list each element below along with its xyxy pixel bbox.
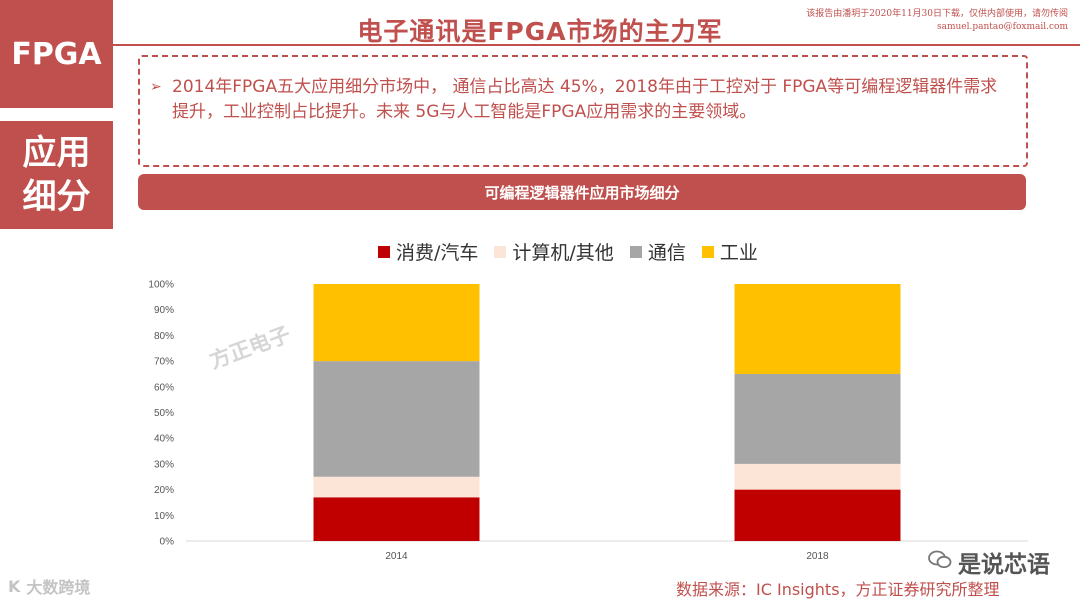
legend-swatch xyxy=(701,245,714,258)
summary-box: ➢ 2014年FPGA五大应用细分市场中， 通信占比高达 45%，2018年由于… xyxy=(138,55,1028,167)
chart-title: 可编程逻辑器件应用市场细分 xyxy=(484,183,680,202)
data-source: 数据来源：IC Insights，方正证券研究所整理 xyxy=(676,580,1000,599)
summary-text: 2014年FPGA五大应用细分市场中， 通信占比高达 45%，2018年由于工控… xyxy=(172,77,998,122)
legend-label: 工业 xyxy=(719,242,758,264)
legend-label: 计算机/其他 xyxy=(512,242,614,264)
watermark-bottom-left-text: 大数跨境 xyxy=(26,578,91,597)
logo-icon: K xyxy=(8,576,21,596)
notice-line-2: samuel.pantao@foxmail.com xyxy=(936,22,1068,32)
legend-swatch xyxy=(629,245,642,258)
download-notice: 该报告由潘玥于2020年11月30日下载，仅供内部使用，请勿传阅 samuel.… xyxy=(806,8,1068,34)
legend-label: 通信 xyxy=(647,242,686,264)
watermark-bottom-left: K 大数跨境 xyxy=(8,574,90,598)
watermark-bottom-right: 是说芯语 xyxy=(928,545,1050,579)
y-tick-label: 30% xyxy=(154,459,174,470)
legend-item-computer: 计算机/其他 xyxy=(494,238,614,265)
y-tick-label: 50% xyxy=(154,408,174,419)
wechat-icon xyxy=(928,550,952,575)
bar-segment xyxy=(734,373,901,464)
y-tick-label: 60% xyxy=(154,382,174,393)
section-tab-segment-line2: 细分 xyxy=(22,177,91,217)
bar-segment xyxy=(734,489,901,541)
section-tab-segment: 应用 细分 xyxy=(0,121,113,229)
bullet-arrow-icon: ➢ xyxy=(150,79,162,95)
bar-segment xyxy=(734,284,901,374)
y-tick-label: 0% xyxy=(160,537,175,548)
notice-line-1: 该报告由潘玥于2020年11月30日下载，仅供内部使用，请勿传阅 xyxy=(806,9,1068,19)
summary-paragraph: ➢ 2014年FPGA五大应用细分市场中， 通信占比高达 45%，2018年由于… xyxy=(150,75,1002,125)
section-tab-fpga: FPGA xyxy=(0,0,113,108)
legend-swatch xyxy=(378,245,390,258)
y-tick-label: 40% xyxy=(154,434,174,445)
page-title: 电子通讯是FPGA市场的主力军 xyxy=(357,17,723,46)
chart-title-banner: 可编程逻辑器件应用市场细分 xyxy=(138,174,1026,210)
y-tick-label: 80% xyxy=(154,331,174,342)
y-tick-label: 100% xyxy=(148,280,174,291)
x-tick-label: 2014 xyxy=(385,551,408,562)
bar-segment xyxy=(313,497,480,541)
watermark-bottom-right-text: 是说芯语 xyxy=(958,552,1050,578)
chart-legend: 消费/汽车 计算机/其他 通信 工业 xyxy=(378,238,758,265)
x-tick-label: 2018 xyxy=(806,551,829,562)
legend-label: 消费/汽车 xyxy=(396,242,479,264)
bar-segment xyxy=(313,361,480,477)
bar-segment xyxy=(313,476,480,498)
y-tick-label: 70% xyxy=(154,357,174,368)
y-tick-label: 20% xyxy=(154,485,174,496)
section-tab-segment-line1: 应用 xyxy=(22,133,91,173)
y-tick-label: 90% xyxy=(154,305,174,316)
legend-item-communication: 通信 xyxy=(629,238,686,265)
header-rule xyxy=(113,44,1080,46)
section-tab-fpga-label: FPGA xyxy=(11,36,102,72)
legend-item-consumer: 消费/汽车 xyxy=(378,238,478,265)
y-tick-label: 10% xyxy=(154,511,174,522)
bar-segment xyxy=(313,284,480,362)
legend-swatch xyxy=(494,245,507,258)
legend-item-industrial: 工业 xyxy=(701,238,758,265)
bar-segment xyxy=(734,463,901,490)
